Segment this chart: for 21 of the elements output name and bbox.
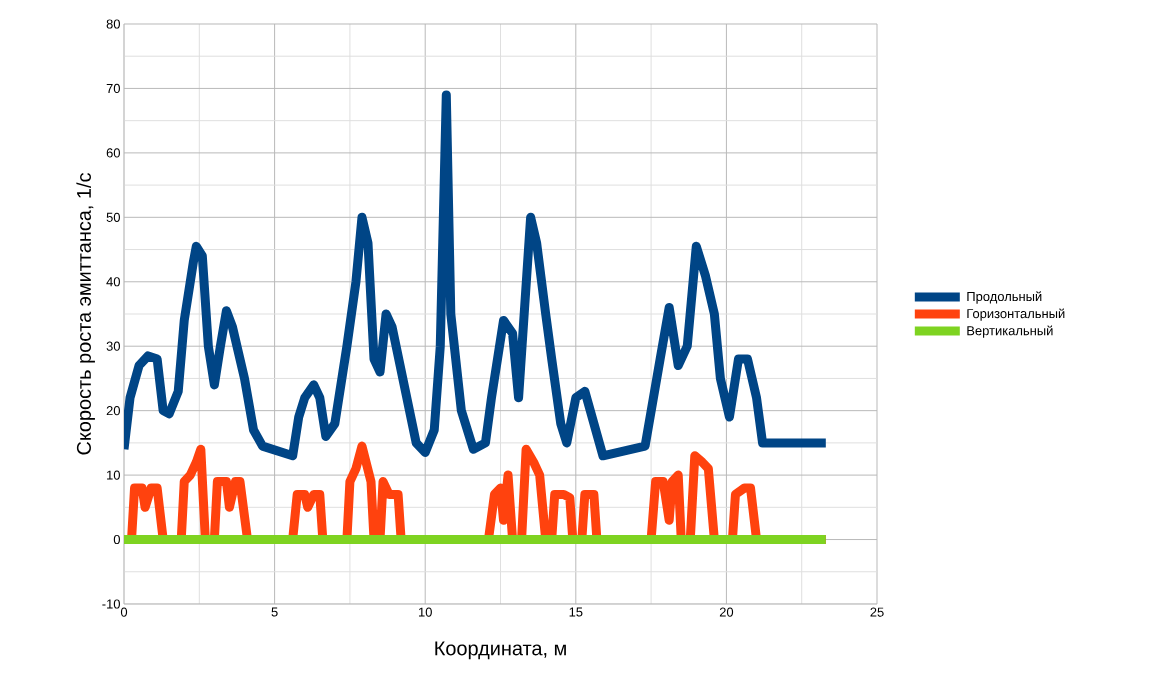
x-tick-label: 5 (271, 607, 278, 617)
x-tick-label: 25 (870, 607, 884, 617)
y-tick-label: 30 (106, 341, 120, 351)
x-tick-label: 10 (418, 607, 432, 617)
x-tick-label: 0 (120, 607, 128, 617)
legend-label: Горизонтальный (967, 308, 1065, 321)
y-tick-label: 40 (106, 277, 120, 287)
y-tick-label: -10 (102, 599, 120, 609)
legend-label: Вертикальный (967, 325, 1053, 338)
y-tick-label: 50 (106, 212, 120, 222)
y-tick-label: 60 (106, 148, 120, 158)
y-tick-label: 70 (106, 83, 120, 94)
x-tick-label: 15 (569, 607, 583, 617)
x-tick-label: 20 (719, 607, 734, 617)
y-tick-label: 10 (107, 470, 120, 480)
y-tick-label: 20 (106, 406, 120, 416)
y-tick-label: 0 (113, 534, 120, 545)
x-axis-title: Координата, м (435, 641, 566, 660)
y-axis-title: Скорость роста эмиттанса, 1/с (76, 173, 95, 455)
y-tick-label: 80 (106, 19, 120, 29)
legend-label: Продольный (967, 291, 1042, 304)
